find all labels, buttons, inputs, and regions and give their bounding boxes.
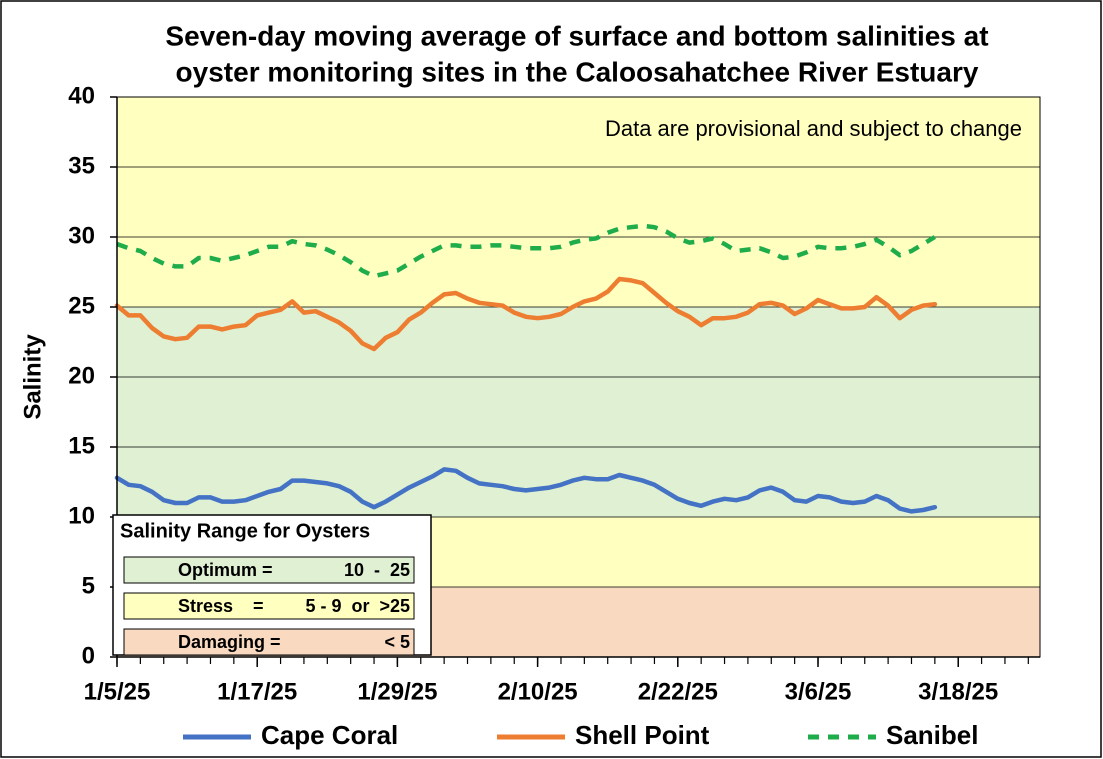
- y-tick-label: 40: [68, 82, 95, 109]
- chart-title: oyster monitoring sites in the Caloosaha…: [176, 56, 979, 87]
- y-tick-label: 25: [68, 292, 95, 319]
- y-axis-label: Salinity: [19, 334, 46, 420]
- zone-legend-range: 10 - 25: [344, 560, 410, 580]
- x-tick-label: 3/6/25: [785, 678, 852, 705]
- legend-label: Cape Coral: [261, 720, 398, 750]
- x-tick-label: 1/29/25: [357, 678, 437, 705]
- zone-legend-swatch: [123, 592, 415, 620]
- annotation: Data are provisional and subject to chan…: [605, 116, 1022, 141]
- axes: 0 5 10 15 20 25 30 35 40 1/5/25 1/17/25 1/29/25 2/10…: [68, 82, 1041, 705]
- x-tick-label: 2/10/25: [498, 678, 578, 705]
- zone-legend: Salinity Range for Oysters Optimum = 10 - …: [112, 514, 432, 656]
- y-tick-label: 15: [68, 432, 95, 459]
- plot-frame: [116, 96, 1041, 658]
- series-line: [116, 223, 937, 279]
- x-tick-label: 1/5/25: [84, 678, 151, 705]
- lines: [114, 223, 938, 514]
- x-tick-label: 1/17/25: [217, 678, 297, 705]
- y-tick-label: 30: [68, 222, 95, 249]
- y-tick-label: 0: [82, 642, 95, 669]
- zone-legend-title: Salinity Range for Oysters: [120, 520, 370, 542]
- zone-legend-label: Damaging =: [178, 632, 281, 652]
- y-tick-label: 35: [68, 152, 95, 179]
- zone-legend-swatch: [123, 628, 415, 656]
- y-tick-label: 10: [68, 502, 95, 529]
- y-tick-label: 5: [82, 572, 95, 599]
- zone-legend-swatch: [123, 556, 415, 584]
- chart-title: Seven-day moving average of surface and …: [165, 20, 988, 51]
- zone: [117, 307, 1040, 517]
- x-tick-label: 3/18/25: [918, 678, 998, 705]
- x-tick-label: 2/22/25: [638, 678, 718, 705]
- zone-legend-range: < 5: [384, 632, 410, 652]
- legend-label: Shell Point: [575, 720, 710, 750]
- zone: [117, 97, 1040, 307]
- series-line: [114, 276, 938, 352]
- legend: Cape Coral Shell Point Sanibel: [183, 720, 978, 750]
- legend-label: Sanibel: [886, 720, 978, 750]
- y-tick-label: 20: [68, 362, 95, 389]
- zone-legend-range: 5 - 9 or >25: [305, 596, 410, 616]
- series-line: [114, 467, 938, 514]
- zone-legend-label: Optimum =: [178, 560, 273, 580]
- zone-legend-label: Stress =: [178, 596, 264, 616]
